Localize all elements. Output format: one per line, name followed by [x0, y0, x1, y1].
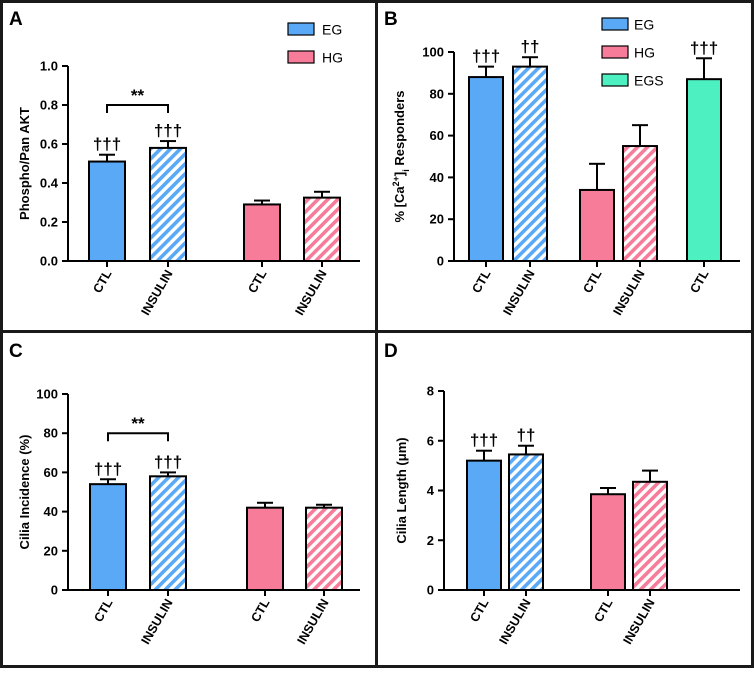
- bar-eg-ctl: [466, 459, 502, 591]
- y-tick-label: 0.2: [40, 215, 58, 230]
- y-tick-label: 0: [51, 583, 58, 598]
- y-tick-label: 0.0: [40, 254, 58, 269]
- x-category-label: CTL: [91, 596, 115, 624]
- x-category-label: CTL: [687, 267, 711, 295]
- y-axis-title-part: ]: [392, 172, 407, 176]
- y-axis-title: Phospho/Pan AKT: [17, 107, 32, 220]
- legend-swatch-hg: [601, 45, 629, 59]
- bar-hg-insulin: [305, 506, 343, 591]
- y-axis-title-sub: i: [401, 169, 411, 172]
- bar-eg-ctl: [89, 483, 127, 591]
- legend-label-eg: EG: [322, 22, 342, 38]
- panel-letter-c: C: [9, 341, 23, 362]
- bar-eg-insulin: [508, 453, 544, 591]
- x-category-label: INSULIN: [610, 268, 647, 318]
- panel-letter-a: A: [9, 9, 23, 30]
- bracket-label: **: [131, 414, 145, 433]
- x-category-label: CTL: [245, 267, 269, 295]
- significance-mark: †††: [690, 38, 718, 57]
- x-category-label: CTL: [591, 596, 615, 624]
- legend-label-eg: EG: [634, 17, 654, 33]
- significance-bracket: [107, 432, 169, 442]
- x-category-label: INSULIN: [138, 268, 175, 318]
- y-tick-label: 4: [427, 483, 435, 498]
- panel-letter-b: B: [384, 9, 398, 30]
- y-tick-label: 40: [44, 504, 58, 519]
- chart-a: 0.0 0.2 0.4 0.6 0.8 1.0 Phospho/Pan AKT CTL ††† I…: [17, 22, 360, 318]
- y-tick-label: 60: [44, 465, 58, 480]
- y-axis-title: Cilia Incidence (%): [17, 435, 32, 550]
- y-tick-label: 6: [427, 433, 434, 448]
- significance-mark: †††: [472, 47, 500, 66]
- chart-b: 0 20 40 60 80 100 % [Ca2+]i Responders CTL ††† IN…: [391, 17, 740, 318]
- bar-eg-ctl: [88, 160, 126, 262]
- bar-hg-insulin: [632, 480, 668, 592]
- y-axis-title: % [Ca2+]i Responders: [391, 91, 411, 223]
- bar-hg-ctl: [579, 188, 615, 262]
- y-tick-label: 100: [422, 45, 444, 60]
- legend-label-egs: EGS: [634, 73, 664, 89]
- legend-label-hg: HG: [322, 50, 343, 66]
- y-tick-label: 8: [427, 384, 434, 399]
- x-category-label: CTL: [580, 267, 604, 295]
- x-category-label: CTL: [248, 596, 272, 624]
- legend-swatch-egs: [601, 73, 629, 87]
- legend-swatch-eg: [287, 22, 315, 36]
- bar-eg-insulin: [512, 65, 548, 262]
- bar-hg-insulin: [303, 196, 341, 262]
- significance-mark: †††: [154, 452, 182, 471]
- bracket-label: **: [131, 86, 145, 105]
- bar-hg-insulin: [622, 145, 658, 262]
- panel-letter-d: D: [384, 341, 398, 362]
- x-category-label: INSULIN: [138, 597, 175, 647]
- panel-frame-d: [375, 330, 754, 668]
- chart-d: 0 2 4 6 8 Cilia Length (μm) CTL ††† INSULIN †† CTL…: [394, 384, 740, 647]
- legend-label-hg: HG: [634, 45, 655, 61]
- bar-eg-ctl: [468, 76, 504, 262]
- significance-bracket: [106, 104, 169, 113]
- significance-mark: †††: [93, 135, 121, 154]
- legend-swatch-eg: [601, 17, 629, 31]
- y-tick-label: 0.8: [40, 98, 58, 113]
- x-category-label: INSULIN: [620, 597, 657, 647]
- significance-mark: †††: [470, 431, 498, 450]
- bar-hg-ctl: [590, 493, 626, 592]
- significance-mark: ††: [517, 426, 536, 445]
- x-category-label: CTL: [467, 596, 491, 624]
- y-tick-label: 1.0: [40, 59, 58, 74]
- bar-egs-ctl: [686, 78, 722, 262]
- bar-eg-insulin: [149, 475, 187, 592]
- y-tick-label: 0: [427, 583, 434, 598]
- y-tick-label: 0.4: [40, 176, 59, 191]
- y-tick-label: 20: [44, 543, 58, 558]
- y-tick-label: 20: [430, 212, 444, 227]
- y-tick-label: 2: [427, 533, 434, 548]
- x-category-label: INSULIN: [292, 268, 329, 318]
- y-tick-label: 0.6: [40, 137, 58, 152]
- y-tick-label: 100: [36, 387, 58, 402]
- significance-mark: †††: [154, 121, 182, 140]
- y-tick-label: 0: [437, 254, 444, 269]
- bar-eg-insulin: [149, 146, 187, 262]
- significance-mark: †††: [94, 459, 122, 478]
- significance-mark: ††: [521, 37, 540, 56]
- x-category-label: INSULIN: [294, 597, 331, 647]
- bar-hg-ctl: [246, 506, 284, 591]
- x-category-label: CTL: [469, 267, 493, 295]
- x-category-label: CTL: [90, 267, 114, 295]
- y-tick-label: 60: [430, 128, 444, 143]
- y-axis-title-sup: 2+: [391, 176, 401, 186]
- y-axis-title-part: % [Ca: [392, 186, 407, 223]
- y-tick-label: 40: [430, 170, 444, 185]
- y-axis-title: Cilia Length (μm): [394, 437, 409, 543]
- x-category-label: INSULIN: [496, 597, 533, 647]
- chart-c: 0 20 40 60 80 100 Cilia Incidence (%) CTL ††† INS…: [17, 387, 360, 647]
- x-category-label: INSULIN: [500, 268, 537, 318]
- bar-hg-ctl: [243, 203, 281, 262]
- y-axis-title-part: Responders: [392, 91, 407, 170]
- y-tick-label: 80: [44, 426, 58, 441]
- y-tick-label: 80: [430, 86, 444, 101]
- legend-swatch-hg: [287, 50, 315, 64]
